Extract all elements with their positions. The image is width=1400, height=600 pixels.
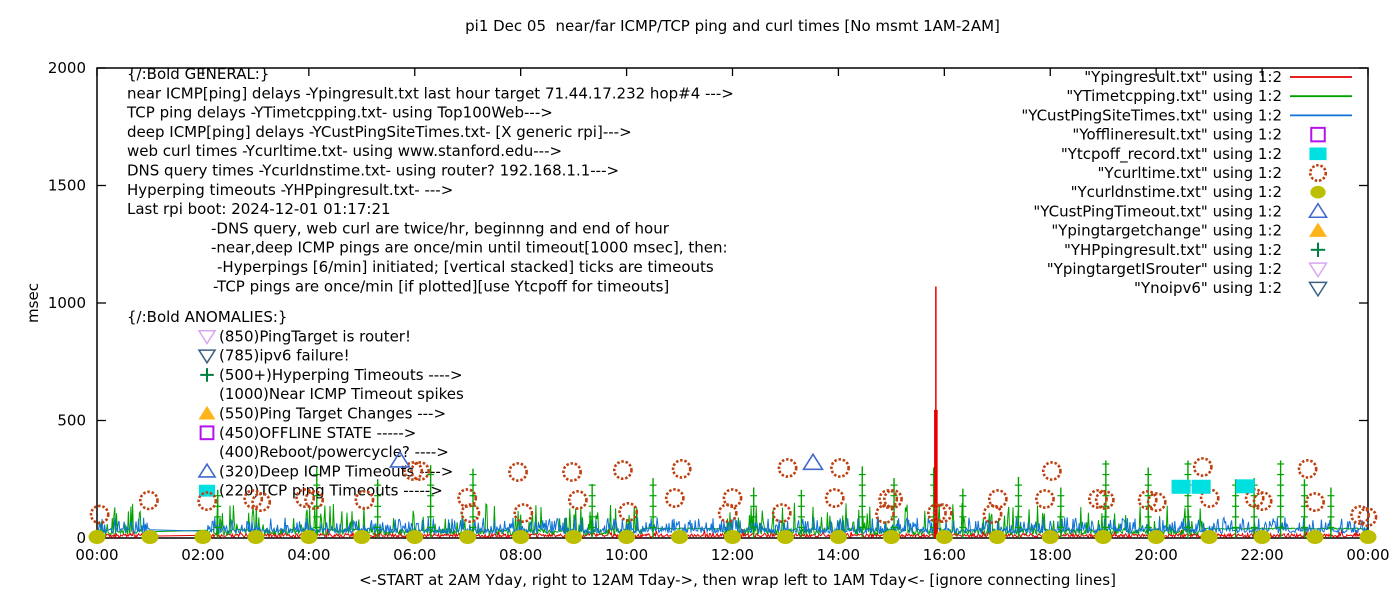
legend: "Ypingresult.txt" using 1:2"YTimetcpping… (1021, 68, 1352, 298)
legend-label: "YHPpingresult.txt" using 1:2 (1064, 241, 1282, 259)
general-indented-line: -DNS query, web curl are twice/hr, begin… (211, 219, 670, 237)
legend-label: "Ycurldnstime.txt" using 1:2 (1071, 183, 1282, 201)
x-tick-label: 06:00 (393, 546, 436, 564)
legend-label: "YpingtargetISrouter" using 1:2 (1047, 260, 1282, 278)
x-tick-label: 16:00 (923, 546, 966, 564)
x-tick-label: 14:00 (817, 546, 860, 564)
legend-label: "Ycurltime.txt" using 1:2 (1097, 164, 1282, 182)
anomaly-item: (450)OFFLINE STATE -----> (219, 424, 416, 442)
anomaly-item: (850)PingTarget is router! (219, 327, 411, 345)
y-tick-label: 1000 (48, 294, 86, 312)
y-tick-label: 500 (57, 412, 86, 430)
anomalies-header: {/:Bold ANOMALIES:} (127, 308, 287, 326)
general-indented-line: -TCP pings are once/min [if plotted][use… (213, 277, 669, 295)
x-tick-label: 22:00 (1240, 546, 1283, 564)
x-tick-label: 08:00 (499, 546, 542, 564)
general-line: Last rpi boot: 2024-12-01 01:17:21 (127, 200, 391, 218)
anomaly-item: (1000)Near ICMP Timeout spikes (219, 385, 464, 403)
y-tick-label: 2000 (48, 59, 86, 77)
legend-label: "YCustPingSiteTimes.txt" using 1:2 (1021, 106, 1282, 124)
legend-label: "Ynoipv6" using 1:2 (1134, 279, 1282, 297)
legend-label: "Ypingtargetchange" using 1:2 (1051, 222, 1282, 240)
general-line: deep ICMP[ping] delays -YCustPingSiteTim… (127, 123, 632, 141)
general-indented-line: -Hyperpings [6/min] initiated; [vertical… (217, 258, 714, 276)
anomaly-item: (785)ipv6 failure! (219, 347, 350, 365)
in-plot-annotations: {/:Bold GENERAL:}near ICMP[ping] delays … (126, 65, 734, 500)
x-tick-label: 12:00 (711, 546, 754, 564)
anomaly-item: (220)TCP ping Timeouts -----> (219, 482, 443, 500)
axes: 00:00 02:00 04:00 06:00 08:00 10:00 12:00 14:00… (48, 59, 1390, 564)
legend-label: "YTimetcpping.txt" using 1:2 (1066, 87, 1282, 105)
anomaly-item: (500+)Hyperping Timeouts ----> (219, 366, 463, 384)
y-tick-label: 0 (76, 529, 86, 547)
series-YCustPingTimeout.txt (388, 450, 824, 471)
x-axis-caption: <-START at 2AM Yday, right to 12AM Tday-… (359, 571, 1116, 589)
anomaly-item: (550)Ping Target Changes ---> (219, 405, 446, 423)
legend-label: "YCustPingTimeout.txt" using 1:2 (1033, 202, 1282, 220)
general-line: web curl times -Ycurltime.txt- using www… (127, 142, 562, 160)
general-header: {/:Bold GENERAL:} (127, 65, 269, 83)
general-indented-line: -near,deep ICMP pings are once/min until… (211, 239, 728, 257)
general-line: near ICMP[ping] delays -Ypingresult.txt … (127, 84, 734, 102)
chart-title: pi1 Dec 05 near/far ICMP/TCP ping and cu… (465, 17, 1000, 35)
series-Ycurldnstime.txt (88, 530, 1377, 545)
anomaly-item: (320)Deep ICMP Timeouts ----> (219, 462, 453, 480)
legend-label: "Yofflineresult.txt" using 1:2 (1072, 126, 1282, 144)
x-tick-label: 02:00 (181, 546, 224, 564)
anomaly-item: (400)Reboot/powercycle? ----> (219, 443, 449, 461)
x-tick-label: 18:00 (1029, 546, 1072, 564)
general-line: Hyperping timeouts -YHPpingresult.txt- -… (127, 181, 453, 199)
x-tick-label: 10:00 (605, 546, 648, 564)
series-Ycurltime.txt (89, 457, 1378, 527)
series-YCustPingSiteTimes.txt (96, 515, 1369, 535)
series-YTimetcpping.txt (96, 502, 1368, 537)
x-tick-label: 04:00 (287, 546, 330, 564)
legend-label: "Ypingresult.txt" using 1:2 (1084, 68, 1282, 86)
general-line: TCP ping delays -YTimetcpping.txt- using… (126, 104, 553, 122)
y-tick-label: 1500 (48, 177, 86, 195)
legend-label: "Ytcpoff_record.txt" using 1:2 (1061, 145, 1282, 164)
series-Ytcpoff_record.txt (1171, 479, 1255, 494)
general-line: DNS query times -Ycurldnstime.txt- using… (127, 162, 619, 180)
x-tick-label: 00:00 (75, 546, 118, 564)
x-tick-label: 20:00 (1135, 546, 1178, 564)
x-tick-label: 00:00 (1346, 546, 1389, 564)
